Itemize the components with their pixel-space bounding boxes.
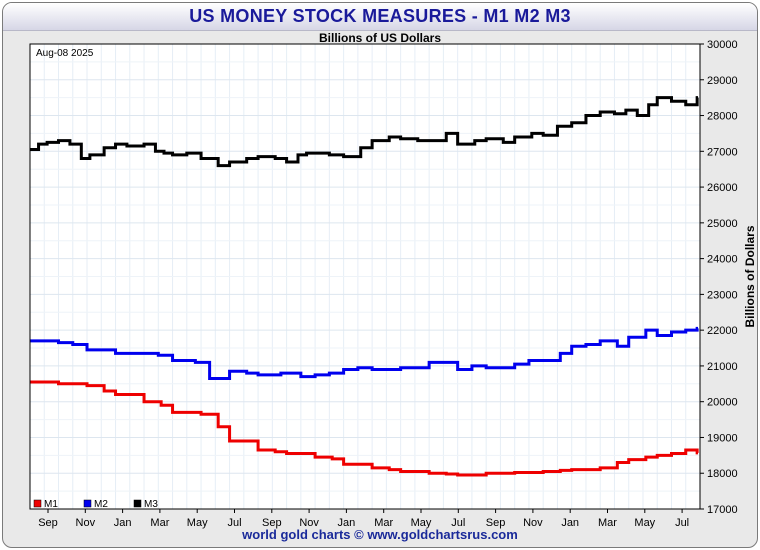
chart-subtitle: Billions of US Dollars [318, 31, 441, 45]
y-tick-label: 28000 [707, 111, 738, 123]
y-tick-label: 30000 [707, 39, 738, 51]
x-tick-label: Jul [227, 517, 241, 529]
legend-label-m1: M1 [44, 499, 58, 510]
legend-swatch-m3 [133, 499, 142, 508]
x-tick-label: Sep [486, 517, 506, 529]
y-tick-label: 19000 [707, 432, 738, 444]
x-tick-label: Mar [598, 517, 617, 529]
y-tick-label: 24000 [707, 254, 738, 266]
grid-lines [29, 43, 701, 510]
legend-swatch-m2 [83, 499, 92, 508]
y-tick-label: 21000 [707, 361, 738, 373]
x-tick-label: Nov [299, 517, 319, 529]
x-tick-label: Sep [38, 517, 58, 529]
x-axis-ticks: Sep Nov Jan Mar May Jul Sep Nov Jan Mar May Jul Sep N… [38, 509, 689, 529]
y-tick-label: 29000 [707, 75, 738, 87]
date-label: Aug-08 2025 [36, 48, 94, 59]
y-tick-label: 22000 [707, 325, 738, 337]
x-tick-label: May [634, 517, 655, 529]
legend-label-m3: M3 [144, 499, 158, 510]
y-axis-title: Billions of Dollars [743, 225, 757, 327]
y-tick-label: 26000 [707, 182, 738, 194]
x-tick-label: Nov [523, 517, 543, 529]
x-tick-label: Mar [150, 517, 169, 529]
y-tick-label: 25000 [707, 218, 738, 230]
x-tick-label: May [411, 517, 432, 529]
x-tick-label: May [187, 517, 208, 529]
x-tick-label: Jan [561, 517, 579, 529]
x-tick-label: Jul [675, 517, 689, 529]
y-axis-ticks: 17000 18000 19000 20000 21000 22000 23000 24000… [700, 39, 738, 516]
series-line-m1 [30, 380, 699, 477]
x-tick-label: Jan [114, 517, 132, 529]
y-tick-label: 27000 [707, 146, 738, 158]
x-tick-label: Sep [262, 517, 282, 529]
y-tick-label: 18000 [707, 468, 738, 480]
y-tick-label: 17000 [707, 504, 738, 516]
series-line-m3 [30, 96, 699, 168]
chart-title: US MONEY STOCK MEASURES - M1 M2 M3 [3, 3, 757, 31]
footer-credit: world gold charts © www.goldchartsrus.co… [242, 527, 518, 542]
series-line-m2 [30, 326, 699, 380]
x-tick-label: Jul [451, 517, 465, 529]
series-lines [30, 96, 699, 477]
x-tick-label: Nov [76, 517, 96, 529]
y-tick-label: 23000 [707, 289, 738, 301]
x-tick-label: Jan [338, 517, 356, 529]
plot-border [29, 43, 701, 510]
legend: M1 M2 M3 [33, 499, 158, 510]
legend-label-m2: M2 [94, 499, 108, 510]
legend-swatch-m1 [33, 499, 42, 508]
y-tick-label: 20000 [707, 397, 738, 409]
x-tick-label: Mar [374, 517, 393, 529]
